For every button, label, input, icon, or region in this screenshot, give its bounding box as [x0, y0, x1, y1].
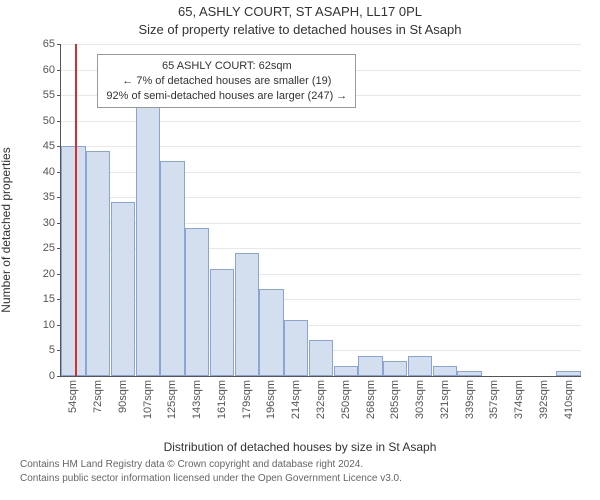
annotation-line: 65 ASHLY COURT: 62sqm: [106, 59, 347, 74]
bar: [408, 356, 432, 376]
marker-line: [75, 44, 77, 376]
x-tick: 357sqm: [488, 380, 500, 419]
y-tick: 65: [43, 38, 61, 50]
x-tick: 107sqm: [142, 380, 154, 419]
x-tick: 214sqm: [290, 380, 302, 419]
annotation-line: 92% of semi-detached houses are larger (…: [106, 89, 347, 104]
x-tick: 90sqm: [117, 380, 129, 413]
y-tick: 25: [43, 242, 61, 254]
x-tick: 179sqm: [241, 380, 253, 419]
x-axis-label: Distribution of detached houses by size …: [0, 440, 600, 454]
x-tick: 374sqm: [513, 380, 525, 419]
bar: [457, 371, 481, 376]
x-tick: 303sqm: [414, 380, 426, 419]
x-tick: 161sqm: [216, 380, 228, 419]
bar: [383, 361, 407, 376]
y-tick: 35: [43, 191, 61, 203]
x-tick: 321sqm: [439, 380, 451, 419]
bar: [433, 366, 457, 376]
bar: [160, 161, 184, 376]
x-tick: 125sqm: [166, 380, 178, 419]
bar: [61, 146, 85, 376]
bar: [334, 366, 358, 376]
bar: [185, 228, 209, 376]
y-tick: 20: [43, 268, 61, 280]
y-tick: 55: [43, 89, 61, 101]
bar: [309, 340, 333, 376]
footer-line-1: Contains HM Land Registry data © Crown c…: [20, 458, 402, 472]
chart-title-sub: Size of property relative to detached ho…: [0, 22, 600, 37]
annotation-box: 65 ASHLY COURT: 62sqm← 7% of detached ho…: [97, 54, 356, 109]
bar: [210, 269, 234, 376]
bar: [136, 105, 160, 376]
y-axis-label: Number of detached properties: [0, 147, 13, 312]
x-tick: 54sqm: [67, 380, 79, 413]
footer-line-2: Contains public sector information licen…: [20, 472, 402, 486]
bar: [235, 253, 259, 376]
y-tick: 15: [43, 293, 61, 305]
chart-title-main: 65, ASHLY COURT, ST ASAPH, LL17 0PL: [0, 4, 600, 19]
x-tick: 339sqm: [464, 380, 476, 419]
x-tick: 250sqm: [340, 380, 352, 419]
footer-text: Contains HM Land Registry data © Crown c…: [20, 458, 402, 485]
annotation-line: ← 7% of detached houses are smaller (19): [106, 74, 347, 89]
x-tick: 232sqm: [315, 380, 327, 419]
x-tick: 410sqm: [563, 380, 575, 419]
bar: [86, 151, 110, 376]
chart-plot-area: 0510152025303540455055606554sqm72sqm90sq…: [60, 44, 581, 377]
y-tick: 10: [43, 319, 61, 331]
gridline: [61, 44, 581, 45]
x-tick: 72sqm: [92, 380, 104, 413]
y-tick: 0: [49, 370, 61, 382]
bar: [284, 320, 308, 376]
x-tick: 196sqm: [265, 380, 277, 419]
x-tick: 285sqm: [389, 380, 401, 419]
y-tick: 60: [43, 64, 61, 76]
y-tick: 5: [49, 344, 61, 356]
x-tick: 268sqm: [365, 380, 377, 419]
y-tick: 50: [43, 115, 61, 127]
y-tick: 40: [43, 166, 61, 178]
bar: [111, 202, 135, 376]
bar: [556, 371, 580, 376]
y-tick: 30: [43, 217, 61, 229]
x-tick: 392sqm: [538, 380, 550, 419]
bar: [259, 289, 283, 376]
x-tick: 143sqm: [191, 380, 203, 419]
y-tick: 45: [43, 140, 61, 152]
bar: [358, 356, 382, 376]
